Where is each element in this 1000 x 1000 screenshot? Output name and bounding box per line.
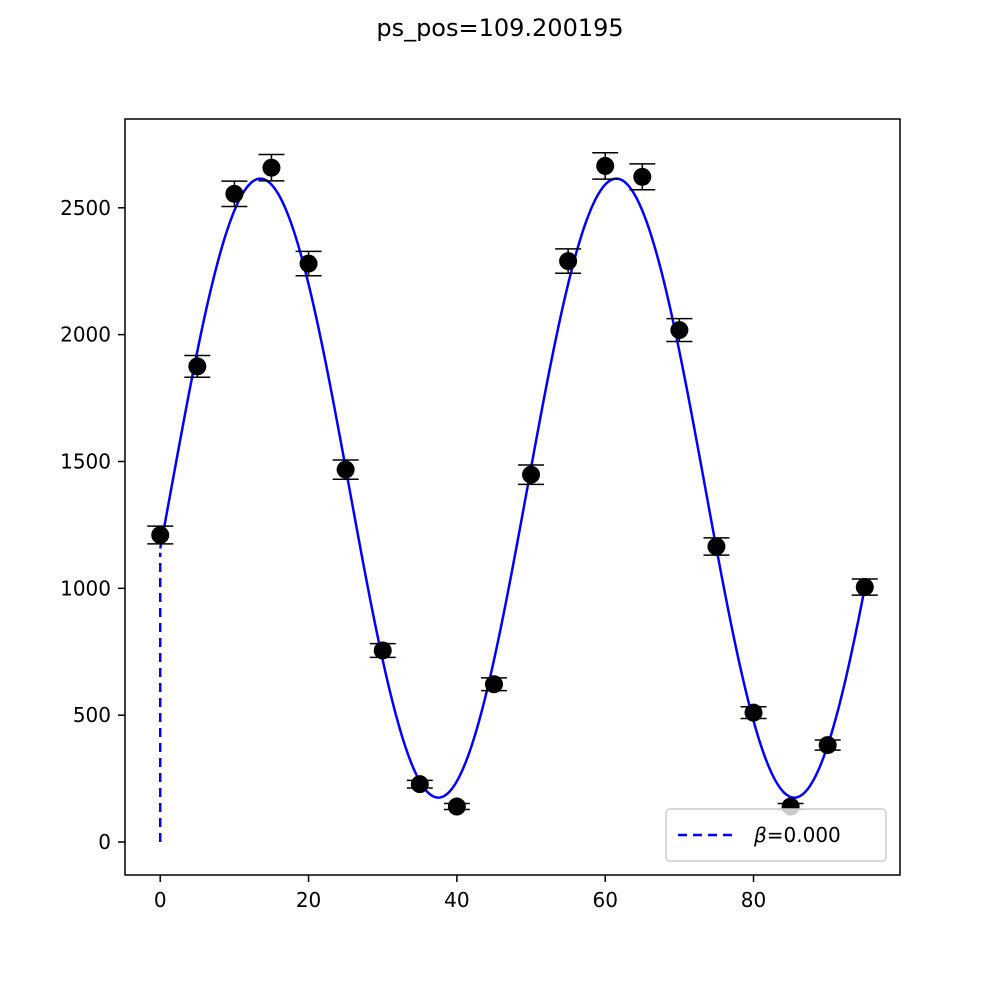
y-tick-label: 1000 bbox=[60, 576, 111, 600]
legend-label-symbol: β bbox=[753, 823, 767, 847]
x-tick-label: 0 bbox=[154, 888, 167, 912]
y-tick-label: 2500 bbox=[60, 196, 111, 220]
data-point bbox=[855, 578, 874, 597]
axes-frame bbox=[124, 118, 901, 876]
data-point bbox=[336, 460, 355, 479]
legend-label: β=0.000 bbox=[753, 823, 841, 847]
data-point bbox=[818, 736, 837, 755]
data-point bbox=[410, 775, 429, 794]
legend-box bbox=[665, 808, 887, 862]
data-point bbox=[373, 641, 392, 660]
y-tick-label: 1500 bbox=[60, 449, 111, 473]
data-points-layer bbox=[151, 156, 874, 816]
data-point bbox=[707, 537, 726, 556]
y-tick-label: 0 bbox=[98, 830, 111, 854]
data-point bbox=[299, 254, 318, 273]
legend: β=0.000 bbox=[665, 808, 887, 862]
x-tick-label: 40 bbox=[444, 888, 469, 912]
data-point bbox=[151, 526, 170, 545]
y-tick-label: 500 bbox=[73, 703, 111, 727]
data-point bbox=[484, 675, 503, 694]
x-tick-label: 80 bbox=[741, 888, 766, 912]
data-point bbox=[262, 158, 281, 177]
data-point bbox=[633, 167, 652, 186]
errorbar-layer bbox=[147, 151, 878, 811]
data-point bbox=[559, 252, 578, 271]
figure-title: ps_pos=109.200195 bbox=[376, 14, 624, 42]
y-tick-label: 2000 bbox=[60, 323, 111, 347]
legend-label-value: =0.000 bbox=[767, 823, 841, 847]
data-point bbox=[225, 184, 244, 203]
fit-curve-layer bbox=[159, 177, 866, 799]
fit-curve-line bbox=[159, 177, 866, 799]
x-tick-label: 60 bbox=[592, 888, 617, 912]
y-axis-ticks: 0 500 1000 1500 2000 2500 bbox=[60, 196, 125, 854]
data-point bbox=[744, 703, 763, 722]
data-point bbox=[522, 465, 541, 484]
data-point bbox=[447, 797, 466, 816]
data-point bbox=[596, 156, 615, 175]
x-axis-ticks: 0 20 40 60 80 bbox=[154, 875, 766, 912]
data-point bbox=[188, 357, 207, 376]
data-point bbox=[670, 321, 689, 340]
x-tick-label: 20 bbox=[296, 888, 321, 912]
